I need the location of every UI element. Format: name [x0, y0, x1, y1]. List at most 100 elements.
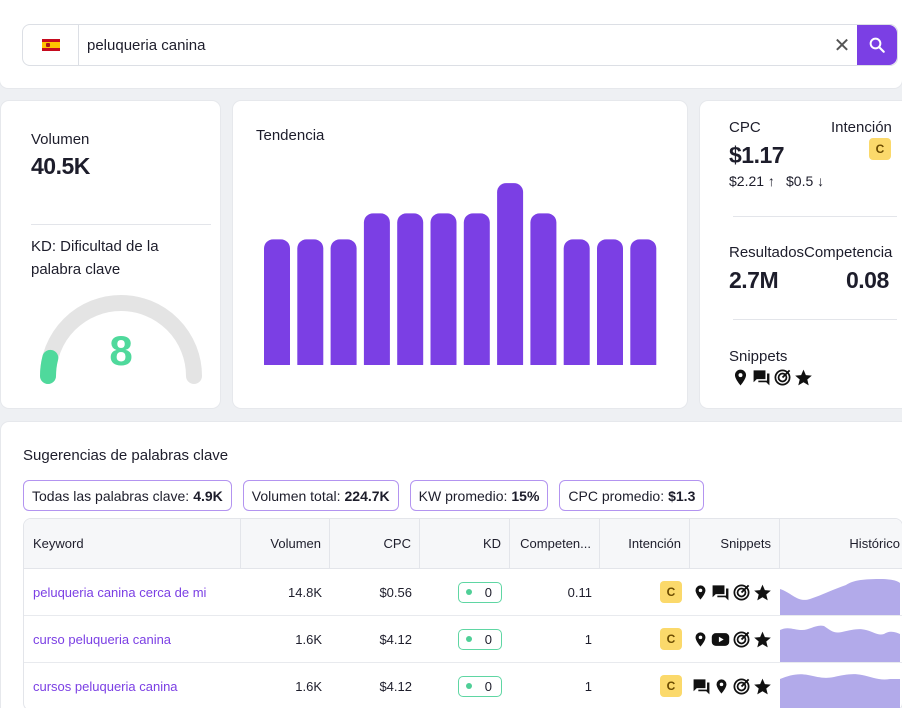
trend-bar [563, 239, 590, 365]
column-competition[interactable]: Competen... [510, 519, 600, 568]
volume-cell: 1.6K [295, 678, 322, 694]
kd-dot [466, 683, 472, 689]
table-header: Keyword Volumen CPC KD Competen... Inten… [24, 519, 902, 569]
sitelinks-icon [733, 584, 750, 600]
table-row[interactable]: cursos peluqueria canina 1.6K $4.12 0 1 … [24, 663, 902, 708]
history-sparkline [780, 673, 900, 708]
cpc-low: $0.5 ↓ [786, 173, 825, 189]
table-row[interactable]: peluqueria canina cerca de mi 14.8K $0.5… [24, 569, 902, 616]
country-selector[interactable] [23, 25, 79, 65]
kd-badge: 0 [458, 628, 502, 650]
column-cpc[interactable]: CPC [330, 519, 420, 568]
cpc-card: CPC Intención C $1.17 $2.21 ↑ $0.5 ↓ Res… [700, 101, 902, 408]
column-kd[interactable]: KD [420, 519, 510, 568]
sitelinks-icon [733, 678, 750, 694]
snippets-label: Snippets [729, 348, 788, 365]
kd-badge: 0 [458, 675, 502, 697]
trend-bar [330, 239, 357, 365]
intent-badge: C [660, 581, 682, 603]
sitelinks-icon [774, 369, 791, 386]
cpc-high: $2.21 ↑ [729, 173, 775, 189]
intent-badge: C [660, 628, 682, 650]
column-keyword[interactable]: Keyword [24, 519, 241, 568]
table-row[interactable]: curso peluqueria canina 1.6K $4.12 0 1 C [24, 616, 902, 663]
kd-label: KD: Dificultad de la palabra clave [31, 238, 159, 278]
column-history[interactable]: Histórico [849, 536, 900, 551]
pill-value: 224.7K [344, 487, 390, 504]
cpc-cell: $4.12 [379, 631, 412, 647]
results-label: Resultados [729, 244, 805, 261]
kd-gauge-track [40, 295, 202, 384]
trend-bar [397, 213, 424, 365]
kd-value: 8 [109, 327, 133, 374]
pill-value: 4.9K [193, 487, 223, 504]
trend-bar [430, 213, 457, 365]
snippet-icons [692, 630, 772, 649]
trend-bar [463, 213, 490, 365]
clear-search-icon[interactable]: ✕ [833, 34, 851, 57]
pill-value: 15% [511, 487, 540, 504]
trend-bar [530, 213, 557, 365]
trend-bar [597, 239, 623, 365]
keyword-link[interactable]: cursos peluqueria canina [33, 678, 178, 694]
map-pin-icon [734, 369, 747, 386]
star-icon [795, 369, 812, 386]
trend-label: Tendencia [256, 127, 325, 144]
summary-pills: Todas las palabras clave: 4.9K Volumen to… [23, 480, 705, 511]
search-icon [869, 37, 885, 53]
volume-cell: 1.6K [295, 631, 322, 647]
column-snippets[interactable]: Snippets [690, 519, 780, 568]
reviews-icon [753, 370, 770, 386]
sitelinks-icon [733, 631, 750, 647]
competition-value: 0.08 [846, 267, 889, 293]
cpc-label: CPC [729, 119, 761, 136]
divider [31, 224, 211, 225]
intent-badge: C [660, 675, 682, 697]
trend-bar [630, 239, 657, 365]
star-icon [754, 678, 771, 694]
snippet-icons [692, 677, 772, 696]
column-intent[interactable]: Intención [600, 519, 690, 568]
map-pin-icon [716, 678, 727, 694]
suggestions-card: Sugerencias de palabras clave Todas las … [1, 422, 902, 708]
competition-cell: 1 [584, 678, 592, 694]
search-button[interactable] [857, 25, 897, 65]
kd-cell: 0 [484, 678, 492, 694]
pill-avg-cpc: CPC promedio: $1.3 [559, 480, 705, 511]
star-icon [754, 584, 771, 600]
search-card: peluqueria canina ✕ [0, 0, 902, 88]
pill-label: CPC promedio: [568, 487, 665, 504]
star-icon [754, 631, 771, 647]
trend-bar [497, 183, 524, 365]
kd-gauge-fill [40, 349, 59, 384]
volume-value: 40.5K [31, 153, 90, 179]
trend-chart [264, 183, 657, 365]
pill-all-keywords: Todas las palabras clave: 4.9K [23, 480, 232, 511]
pill-label: Volumen total: [251, 487, 341, 504]
spain-flag-icon [41, 39, 60, 51]
history-sparkline [780, 625, 900, 662]
search-bar: peluqueria canina ✕ [22, 24, 898, 66]
volume-label: Volumen [31, 131, 90, 148]
keyword-link[interactable]: curso peluqueria canina [33, 631, 172, 647]
kd-dot [466, 589, 472, 595]
pill-total-volume: Volumen total: 224.7K [242, 480, 399, 511]
reviews-icon [712, 584, 729, 600]
reviews-icon [693, 678, 710, 694]
snippet-icons [731, 368, 813, 387]
intent-label: Intención [831, 119, 892, 136]
keyword-link[interactable]: peluqueria canina cerca de mi [33, 584, 207, 600]
volume-kd-card: Volumen 40.5K KD: Dificultad de la palab… [1, 101, 220, 408]
map-pin-icon [695, 631, 706, 647]
divider [733, 319, 897, 320]
kd-badge: 0 [458, 581, 502, 603]
search-input[interactable]: peluqueria canina [87, 36, 206, 54]
column-volume[interactable]: Volumen [241, 519, 330, 568]
volume-cell: 14.8K [288, 584, 322, 600]
cpc-cell: $4.12 [379, 678, 412, 694]
pill-label: KW promedio: [418, 487, 508, 504]
map-pin-icon [695, 584, 706, 600]
snippet-icons [692, 583, 772, 602]
trend-bar [363, 213, 390, 365]
trend-bar [297, 239, 324, 365]
